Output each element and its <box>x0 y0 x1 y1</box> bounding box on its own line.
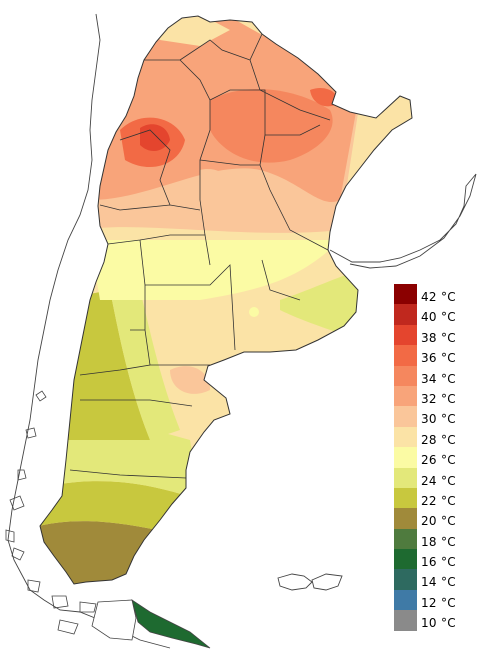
legend-swatch <box>394 345 417 366</box>
legend-item: 40 °C <box>394 304 474 325</box>
legend-swatch <box>394 324 417 346</box>
legend-label: 38 °C <box>421 330 456 345</box>
legend-label: 40 °C <box>421 310 456 325</box>
argentina-outline <box>39 15 413 585</box>
legend-label: 26 °C <box>421 453 456 468</box>
province-borders <box>69 33 331 479</box>
legend-item: 30 °C <box>394 406 474 427</box>
legend-label: 32 °C <box>421 391 456 406</box>
legend-swatch <box>394 284 417 305</box>
legend-item: 32 °C <box>394 385 474 407</box>
legend-label: 42 °C <box>421 290 456 304</box>
chile-islands <box>5 390 97 635</box>
legend-label: 34 °C <box>421 371 456 386</box>
legend-item: 24 °C <box>394 467 474 488</box>
legend-label: 36 °C <box>421 351 456 366</box>
legend-label: 10 °C <box>421 616 456 631</box>
legend-item: 42 °C <box>394 284 474 305</box>
temperature-legend: 42 °C 40 °C 38 °C 36 °C 34 °C 32 °C 30 °C 28 °C… <box>394 284 474 631</box>
legend-item: 34 °C <box>394 365 474 386</box>
legend-swatch <box>394 487 417 509</box>
legend-label: 24 °C <box>421 473 456 488</box>
legend-item: 18 °C <box>394 528 474 550</box>
legend-swatch <box>394 528 417 550</box>
legend-swatch <box>394 406 417 427</box>
legend-swatch <box>394 467 417 488</box>
legend-swatch <box>394 569 417 590</box>
chile-coastline <box>7 13 171 649</box>
legend-swatch <box>394 549 417 570</box>
legend-label: 28 °C <box>421 432 456 447</box>
legend-swatch <box>394 426 417 448</box>
legend-item: 14 °C <box>394 569 474 590</box>
tierra-del-fuego <box>131 599 211 649</box>
legend-label: 18 °C <box>421 534 456 549</box>
legend-swatch <box>394 365 417 386</box>
tierra-del-fuego-chile <box>91 599 137 641</box>
legend-swatch <box>394 447 417 468</box>
legend-item: 28 °C <box>394 426 474 448</box>
legend-item: 10 °C <box>394 610 474 631</box>
legend-item: 22 °C <box>394 487 474 509</box>
legend-item: 38 °C <box>394 324 474 346</box>
legend-swatch <box>394 385 417 407</box>
legend-swatch <box>394 589 417 611</box>
legend-label: 30 °C <box>421 412 456 427</box>
legend-label: 16 °C <box>421 555 456 570</box>
legend-item: 26 °C <box>394 447 474 468</box>
legend-swatch <box>394 610 417 631</box>
falkland-islands <box>277 573 343 591</box>
legend-label: 20 °C <box>421 514 456 529</box>
legend-label: 22 °C <box>421 493 456 508</box>
legend-item: 12 °C <box>394 589 474 611</box>
legend-swatch <box>394 304 417 325</box>
legend-label: 12 °C <box>421 595 456 610</box>
legend-item: 20 °C <box>394 508 474 529</box>
legend-item: 16 °C <box>394 549 474 570</box>
legend-label: 14 °C <box>421 575 456 590</box>
legend-swatch <box>394 508 417 529</box>
neighbor-coastline <box>329 173 477 269</box>
legend-item: 36 °C <box>394 345 474 366</box>
